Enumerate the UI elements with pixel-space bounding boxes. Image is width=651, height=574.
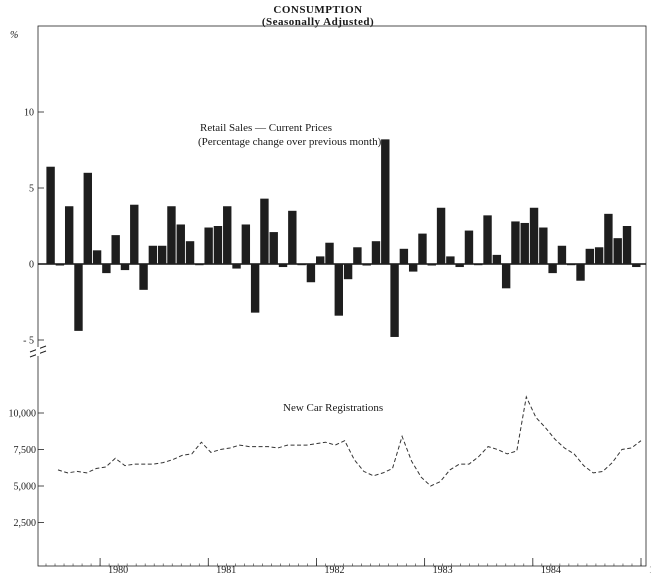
retail-sales-bar (92, 250, 102, 264)
chart-subtitle: (Seasonally Adjusted) (262, 16, 374, 28)
retail-sales-bar (139, 264, 148, 290)
retail-sales-bar (399, 248, 409, 264)
retail-sales-bar (204, 227, 213, 264)
retail-sales-bar (585, 248, 595, 264)
retail-sales-bar (436, 207, 446, 264)
bar-y-tick-label: 10 (24, 108, 34, 119)
x-tick-label: 1981 (216, 565, 236, 574)
retail-sales-bar (474, 264, 483, 266)
axis-break-mark (29, 345, 47, 358)
x-tick-label: 1980 (108, 565, 128, 574)
retail-sales-bar (455, 264, 464, 268)
retail-sales-bar (492, 254, 502, 264)
chart-title: CONSUMPTION (273, 4, 362, 16)
retail-sales-bar (622, 226, 632, 264)
retail-sales-bar (213, 226, 223, 264)
retail-sales-bar (362, 264, 371, 266)
retail-sales-bar (288, 210, 297, 264)
retail-sales-bar (269, 232, 278, 264)
retail-sales-bar (613, 238, 622, 264)
retail-sales-bar (64, 206, 74, 264)
retail-sales-bar (55, 264, 65, 266)
retail-sales-bar (102, 264, 111, 274)
retail-sales-bar (446, 256, 455, 264)
retail-sales-bar (427, 264, 436, 266)
retail-sales-bar (260, 198, 269, 264)
retail-sales-bar (334, 264, 343, 316)
retail-sales-bar (46, 166, 55, 264)
x-tick-label: 1984 (541, 565, 561, 574)
car-registrations-label: New Car Registrations (283, 402, 383, 414)
retail-sales-bar (232, 264, 241, 269)
retail-sales-bar (594, 247, 604, 264)
retail-sales-bar (195, 264, 204, 266)
car-y-tick-label: 7,500 (14, 445, 37, 456)
x-tick-label: 1985 (649, 565, 651, 574)
retail-sales-bar (371, 241, 381, 264)
retail-sales-bar (604, 213, 613, 264)
retail-sales-bar (353, 247, 362, 264)
retail-sales-bar (176, 224, 185, 264)
retail-sales-bar (120, 264, 130, 271)
plot-frame (37, 25, 647, 567)
x-tick-label: 1983 (433, 565, 453, 574)
retail-sales-bar (325, 242, 334, 264)
retail-sales-bar (223, 206, 232, 264)
retail-sales-bar (529, 207, 539, 264)
retail-sales-bar (632, 264, 641, 268)
retail-sales-bars (46, 139, 641, 337)
retail-sales-label: Retail Sales — Current Prices (200, 122, 332, 134)
retail-sales-bar (483, 215, 492, 264)
retail-sales-bar (418, 233, 427, 264)
retail-sales-bar (74, 264, 83, 331)
retail-sales-bar (278, 264, 288, 268)
bar-y-tick-label: 5 (29, 184, 34, 195)
retail-sales-bar (390, 264, 399, 337)
car-registrations-line (57, 395, 642, 487)
retail-sales-bar (316, 256, 325, 264)
car-registrations-y-axis: 10,000 7,500 5,000 2,500 (9, 409, 44, 529)
retail-sales-bar (548, 264, 557, 274)
retail-sales-bar (539, 227, 548, 264)
retail-sales-bar (185, 241, 195, 264)
retail-sales-bar (557, 245, 567, 264)
retail-sales-bar (501, 264, 511, 289)
car-y-tick-label: 5,000 (14, 482, 37, 493)
retail-sales-bar (83, 172, 92, 264)
retail-sales-bar (306, 264, 316, 283)
retail-sales-bar (464, 230, 474, 264)
retail-sales-bar (343, 264, 353, 280)
y-unit-label: % (10, 30, 18, 41)
car-y-tick-label: 10,000 (9, 409, 37, 420)
x-tick-label: 1982 (324, 565, 344, 574)
retail-sales-bar (157, 245, 167, 264)
x-axis: 1980 1981 1982 1983 1984 1985 (45, 558, 651, 574)
bar-y-tick-label: 0 (29, 260, 34, 271)
retail-sales-bar (381, 139, 390, 264)
retail-sales-bar (408, 264, 418, 272)
retail-sales-bar (167, 206, 176, 264)
retail-sales-bar (148, 245, 158, 264)
retail-sales-bar (111, 235, 120, 264)
retail-sales-bar (576, 264, 585, 281)
car-y-tick-label: 2,500 (14, 518, 37, 529)
retail-sales-bar (250, 264, 260, 313)
retail-sales-bar (297, 264, 306, 266)
retail-sales-bar (567, 264, 576, 266)
retail-sales-sublabel: (Percentage change over previous month) (198, 136, 382, 148)
retail-sales-bar (241, 224, 251, 264)
retail-sales-y-axis: 10 5 0 - 5 (23, 108, 44, 347)
retail-sales-bar (511, 221, 520, 264)
bar-y-tick-label: - 5 (23, 336, 34, 347)
retail-sales-bar (520, 222, 529, 264)
retail-sales-bar (130, 204, 139, 264)
